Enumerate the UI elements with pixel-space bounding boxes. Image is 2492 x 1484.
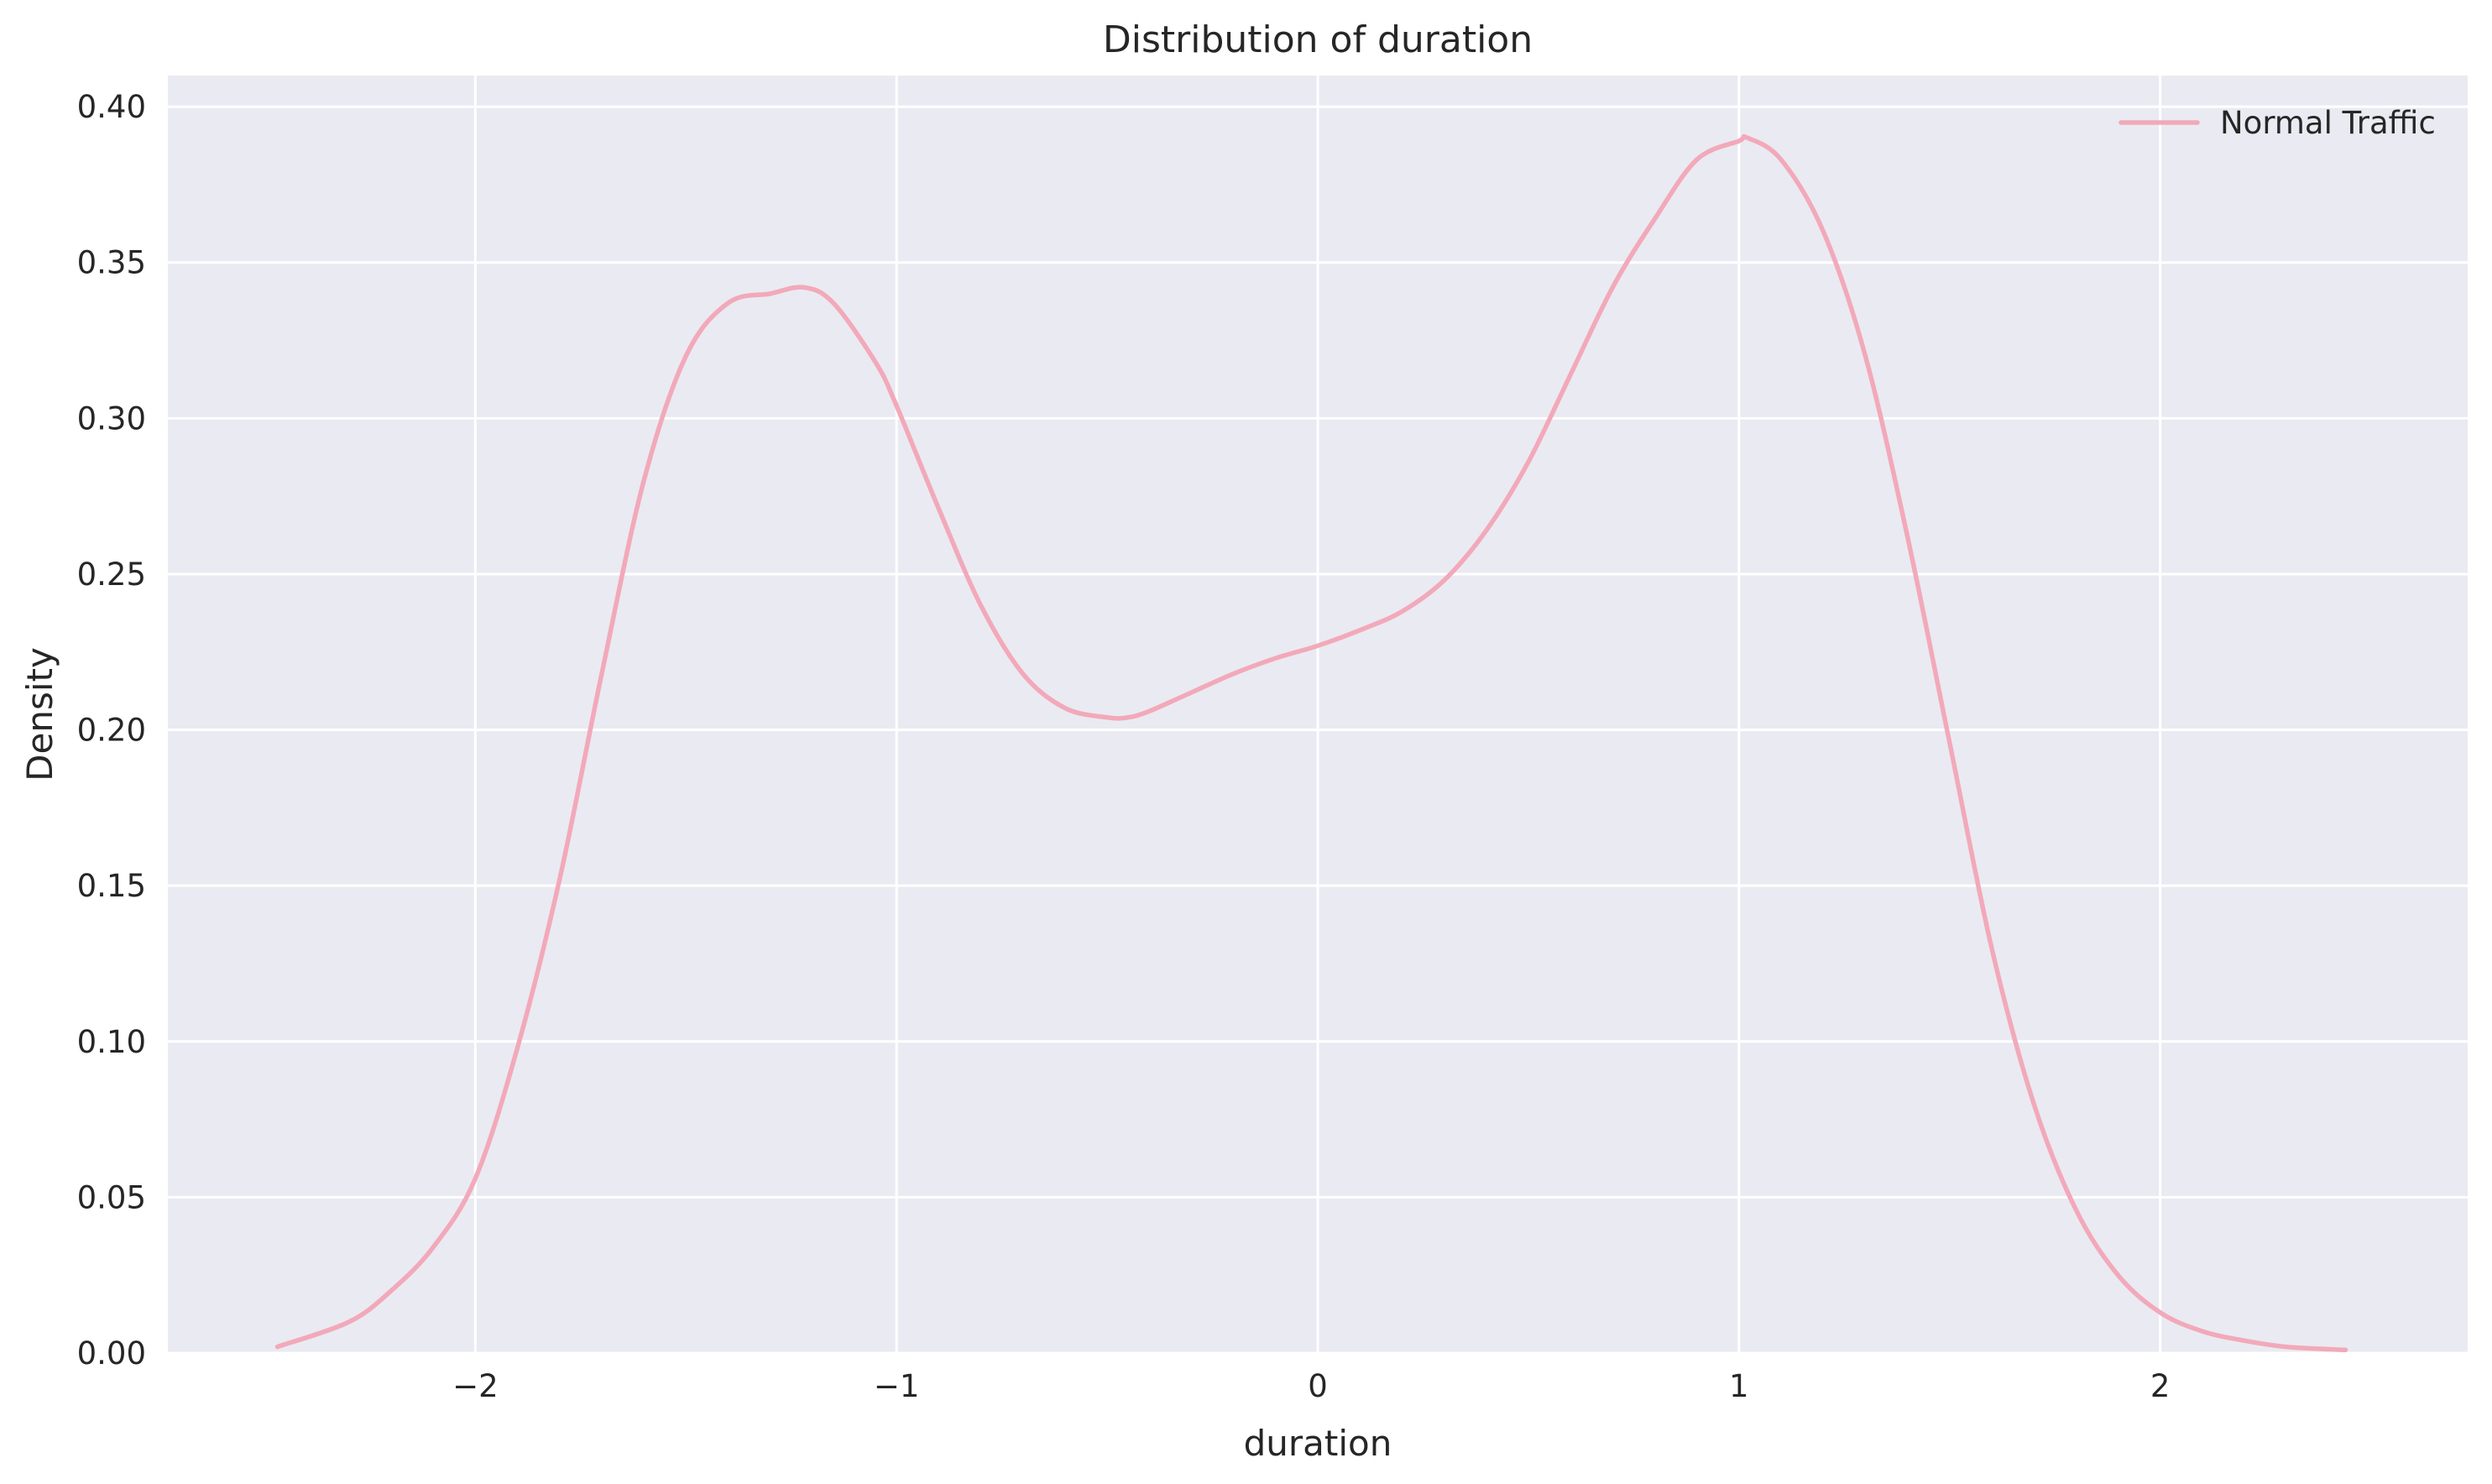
x-tick-label: −1 xyxy=(874,1368,920,1404)
y-tick-label: 0.05 xyxy=(77,1179,146,1215)
x-axis-label: duration xyxy=(1244,1423,1392,1464)
y-tick-label: 0.20 xyxy=(77,713,146,749)
y-tick-label: 0.30 xyxy=(77,400,146,436)
y-axis-label: Density xyxy=(19,647,60,781)
chart-title: Distribution of duration xyxy=(1103,18,1533,61)
x-tick-label: 1 xyxy=(1729,1368,1749,1404)
y-tick-label: 0.40 xyxy=(77,89,146,125)
y-tick-label: 0.25 xyxy=(77,556,146,593)
series-layer xyxy=(274,133,2348,1353)
x-tick-label: 0 xyxy=(1308,1368,1328,1404)
series-line xyxy=(274,133,2348,1353)
y-axis-ticks: 0.00 0.05 0.10 0.15 0.20 0.25 0.30 0.35 0.40 xyxy=(77,89,146,1372)
legend-label: Normal Traffic xyxy=(2220,105,2436,141)
legend: Normal Traffic xyxy=(2118,105,2436,141)
grid-lines xyxy=(168,76,2468,1355)
y-tick-label: 0.15 xyxy=(77,868,146,904)
x-tick-label: −2 xyxy=(452,1368,499,1404)
y-tick-label: 0.10 xyxy=(77,1024,146,1060)
y-tick-label: 0.00 xyxy=(77,1335,146,1372)
y-tick-label: 0.35 xyxy=(77,245,146,281)
x-axis-ticks: −2 −1 0 1 2 xyxy=(452,1368,2170,1404)
x-tick-label: 2 xyxy=(2150,1368,2171,1404)
